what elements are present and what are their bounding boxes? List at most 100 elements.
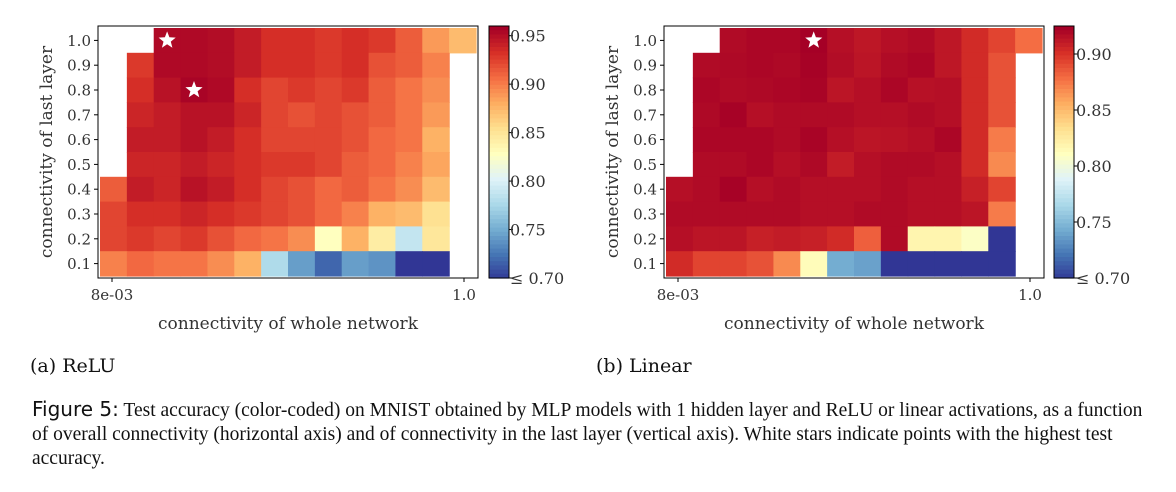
heatmap-cell [261, 52, 289, 79]
colorbar-segment [1054, 89, 1074, 94]
heatmap-cell [907, 251, 936, 277]
colorbar-segment [1054, 122, 1074, 128]
heatmap-cell [692, 52, 721, 79]
heatmap-cell [261, 127, 289, 153]
colorbar-segment [1054, 202, 1074, 208]
heatmap-cell [153, 176, 182, 203]
heatmap-cell [827, 102, 855, 128]
heatmap-cell [854, 176, 882, 203]
heatmap-cell [261, 102, 289, 128]
heatmap-cell [180, 127, 209, 153]
colorbar-segment [1054, 114, 1074, 119]
heatmap-cell [880, 201, 909, 227]
heatmap-cell [880, 28, 909, 54]
colorbar-segment [489, 257, 509, 262]
heatmap-cell [934, 176, 963, 203]
colorbar-segment [489, 164, 509, 170]
colorbar-segment [489, 273, 509, 279]
heatmap-cell [422, 28, 450, 54]
heatmap-cell [234, 176, 262, 203]
heatmap-cell [261, 28, 289, 54]
y-tick-label: 0.6 [633, 131, 657, 149]
heatmap-cell [666, 176, 694, 203]
colorbar-segment [489, 215, 509, 220]
colorbar-segment [489, 110, 509, 115]
heatmap-cell [961, 127, 989, 153]
heatmap-cell [961, 226, 989, 252]
colorbar-segment [489, 26, 509, 31]
colorbar-tick-label: 0.95 [510, 27, 546, 46]
heatmap-cell [368, 201, 397, 227]
heatmap-cell [261, 226, 289, 252]
heatmap-cell [880, 127, 909, 153]
heatmap-cell [100, 251, 128, 277]
colorbar-segment [1054, 30, 1074, 35]
heatmap-cell [207, 28, 235, 54]
colorbar-segment [489, 194, 509, 199]
heatmap-cell [126, 102, 155, 128]
heatmap-cell [126, 226, 155, 252]
heatmap-cell [692, 152, 721, 178]
heatmap-cell [368, 251, 397, 277]
heatmap-cell [153, 152, 182, 178]
colorbar-segment [489, 261, 509, 266]
heatmap-cell [773, 201, 801, 227]
heatmap-cell [854, 28, 882, 54]
colorbar-segment [489, 59, 509, 65]
heatmap-cell [422, 251, 450, 277]
heatmap-cell [746, 152, 775, 178]
colorbar-segment [489, 118, 509, 124]
heatmap-cell [800, 77, 828, 103]
colorbar-tick-label: 0.90 [1076, 45, 1112, 64]
colorbar-segment [1054, 181, 1074, 187]
heatmap-panel-relu: 0.1 0.2 0.3 0.4 0.5 0.6 0.7 0.8 0.9 1.0 8e-03 1.0 co… [37, 25, 564, 334]
y-tick-label: 0.1 [67, 255, 91, 273]
heatmap-cell [207, 52, 235, 79]
best-accuracy-star [805, 31, 823, 48]
heatmap-cell [126, 176, 155, 203]
y-axis-label: connectivity of last layer [37, 45, 57, 258]
colorbar-segment [1054, 185, 1074, 191]
heatmap-cell [961, 152, 989, 178]
heatmap-cell [395, 102, 423, 128]
colorbar-segment [1054, 101, 1074, 107]
heatmap-cell [773, 102, 801, 128]
colorbar-segment [489, 147, 509, 153]
heatmap-cell [422, 127, 450, 153]
colorbar-segment [1054, 26, 1074, 31]
colorbar-segment [1054, 206, 1074, 212]
heatmap-cell [907, 226, 936, 252]
colorbar-segment [1054, 76, 1074, 82]
figure-label: Figure 5: [32, 397, 119, 421]
colorbar-segment [1054, 47, 1074, 52]
y-tick-label: 0.5 [633, 156, 657, 174]
heatmap-cell [988, 127, 1016, 153]
colorbar-segment [489, 210, 509, 216]
heatmap-cell [880, 152, 909, 178]
heatmap-cell [422, 226, 450, 252]
colorbar-frame [1053, 25, 1075, 279]
heatmap-cell [341, 226, 370, 252]
heatmap-cell [692, 176, 721, 203]
heatmap-cell [934, 52, 963, 79]
heatmap-cell [207, 226, 235, 252]
heatmap-cell [907, 28, 936, 54]
heatmap-cell [692, 251, 721, 277]
heatmap-cell [368, 226, 397, 252]
colorbar-segment [1054, 34, 1074, 40]
heatmap-cell [422, 52, 450, 79]
heatmap-cell [827, 201, 855, 227]
y-tick-label: 0.9 [633, 57, 657, 75]
heatmap-cell [988, 176, 1016, 203]
colorbar-segment [489, 30, 509, 35]
heatmap-cell [207, 102, 235, 128]
y-tick-label: 0.7 [67, 106, 91, 124]
heatmap-cell [961, 52, 989, 79]
colorbar-segment [1054, 231, 1074, 237]
heatmap-cell [126, 152, 155, 178]
colorbar-segment [1054, 55, 1074, 61]
heatmap-cell [907, 102, 936, 128]
heatmap-cell [854, 127, 882, 153]
colorbar-segment [489, 240, 509, 245]
heatmap-cell [180, 52, 209, 79]
